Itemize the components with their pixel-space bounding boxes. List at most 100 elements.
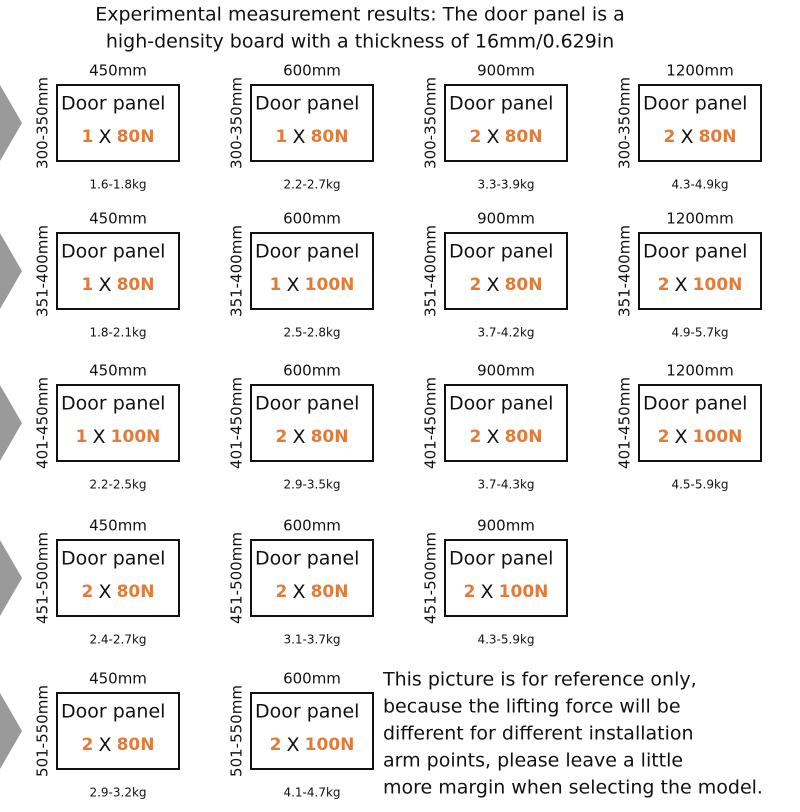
spec: 2 X 100N bbox=[464, 581, 549, 603]
door-box bbox=[638, 84, 762, 162]
spec: 1 X 80N bbox=[82, 274, 155, 296]
count: 2 bbox=[270, 735, 282, 755]
door-box bbox=[56, 692, 180, 770]
force: 80N bbox=[699, 127, 737, 147]
count: 2 bbox=[470, 275, 482, 295]
door-box bbox=[56, 84, 180, 162]
force: 80N bbox=[311, 427, 349, 447]
spec: 1 X 100N bbox=[270, 274, 355, 296]
height-label: 351-400mm bbox=[34, 225, 52, 317]
door-box bbox=[56, 384, 180, 462]
width-label: 450mm bbox=[89, 517, 147, 535]
width-label: 1200mm bbox=[666, 362, 733, 380]
width-label: 600mm bbox=[283, 670, 341, 688]
arrow bbox=[0, 693, 22, 769]
times: X bbox=[481, 581, 494, 603]
count: 2 bbox=[464, 582, 476, 602]
weight-label: 2.9-3.5kg bbox=[283, 478, 340, 492]
width-label: 900mm bbox=[477, 62, 535, 80]
force: 80N bbox=[311, 582, 349, 602]
height-label: 300-350mm bbox=[422, 77, 440, 169]
force: 100N bbox=[305, 275, 355, 295]
count: 2 bbox=[82, 582, 94, 602]
width-label: 450mm bbox=[89, 670, 147, 688]
count: 2 bbox=[82, 735, 94, 755]
door-box bbox=[56, 232, 180, 310]
height-label: 300-350mm bbox=[616, 77, 634, 169]
note-line: This picture is for reference only, bbox=[382, 669, 697, 691]
weight-label: 1.6-1.8kg bbox=[89, 178, 146, 192]
panel-label: Door panel bbox=[255, 393, 359, 415]
width-label: 600mm bbox=[283, 362, 341, 380]
width-label: 600mm bbox=[283, 210, 341, 228]
title-line: high-density board with a thickness of 1… bbox=[106, 31, 614, 53]
times: X bbox=[680, 126, 693, 148]
weight-label: 2.4-2.7kg bbox=[89, 633, 146, 647]
times: X bbox=[93, 426, 106, 448]
times: X bbox=[98, 581, 111, 603]
height-label: 351-400mm bbox=[616, 225, 634, 317]
panel-label: Door panel bbox=[449, 93, 553, 115]
count: 2 bbox=[658, 275, 670, 295]
spec: 1 X 80N bbox=[82, 126, 155, 148]
panel-label: Door panel bbox=[255, 241, 359, 263]
count: 1 bbox=[270, 275, 282, 295]
height-label: 451-500mm bbox=[228, 532, 246, 624]
arrow bbox=[0, 85, 22, 161]
force: 80N bbox=[311, 127, 349, 147]
force: 80N bbox=[117, 735, 155, 755]
note-line: because the lifting force will be bbox=[383, 696, 681, 718]
force: 100N bbox=[499, 582, 549, 602]
panel-label: Door panel bbox=[449, 548, 553, 570]
height-label: 451-500mm bbox=[422, 532, 440, 624]
panel-label: Door panel bbox=[449, 241, 553, 263]
width-label: 450mm bbox=[89, 62, 147, 80]
force: 80N bbox=[117, 127, 155, 147]
weight-label: 1.8-2.1kg bbox=[89, 326, 146, 340]
note-line: more margin when selecting the model. bbox=[383, 777, 763, 799]
count: 2 bbox=[658, 427, 670, 447]
note-line: different for different installation bbox=[383, 723, 694, 745]
weight-label: 2.9-3.2kg bbox=[89, 786, 146, 800]
spec: 2 X 80N bbox=[82, 581, 155, 603]
height-label: 451-500mm bbox=[34, 532, 52, 624]
panel-label: Door panel bbox=[255, 548, 359, 570]
weight-label: 3.3-3.9kg bbox=[477, 178, 534, 192]
count: 1 bbox=[276, 127, 288, 147]
count: 2 bbox=[664, 127, 676, 147]
height-label: 401-450mm bbox=[34, 377, 52, 469]
door-box bbox=[444, 232, 568, 310]
weight-label: 4.1-4.7kg bbox=[283, 786, 340, 800]
panel-label: Door panel bbox=[643, 241, 747, 263]
width-label: 900mm bbox=[477, 517, 535, 535]
panel-label: Door panel bbox=[643, 93, 747, 115]
arrow bbox=[0, 540, 22, 616]
times: X bbox=[98, 126, 111, 148]
door-box bbox=[250, 232, 374, 310]
arrow bbox=[0, 385, 22, 461]
width-label: 450mm bbox=[89, 362, 147, 380]
door-box bbox=[250, 539, 374, 617]
panel-label: Door panel bbox=[61, 548, 165, 570]
spec: 1 X 80N bbox=[276, 126, 349, 148]
door-box bbox=[638, 384, 762, 462]
count: 1 bbox=[82, 127, 94, 147]
force: 80N bbox=[505, 127, 543, 147]
arrow bbox=[0, 233, 22, 309]
force: 80N bbox=[505, 427, 543, 447]
width-label: 900mm bbox=[477, 362, 535, 380]
times: X bbox=[486, 274, 499, 296]
height-label: 351-400mm bbox=[228, 225, 246, 317]
times: X bbox=[98, 274, 111, 296]
weight-label: 2.2-2.7kg bbox=[283, 178, 340, 192]
door-box bbox=[250, 384, 374, 462]
panel-label: Door panel bbox=[61, 393, 165, 415]
times: X bbox=[486, 126, 499, 148]
spec: 2 X 100N bbox=[658, 274, 743, 296]
spec: 2 X 80N bbox=[276, 426, 349, 448]
spec: 2 X 80N bbox=[470, 274, 543, 296]
spec: 2 X 80N bbox=[470, 126, 543, 148]
width-label: 600mm bbox=[283, 62, 341, 80]
times: X bbox=[98, 734, 111, 756]
height-label: 401-450mm bbox=[616, 377, 634, 469]
